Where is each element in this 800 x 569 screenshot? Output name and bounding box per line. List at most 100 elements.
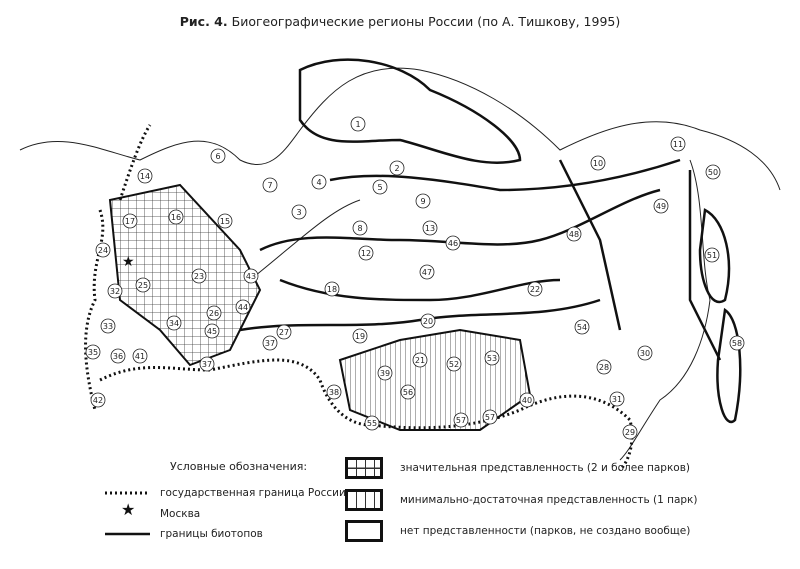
- region-number: 32: [110, 287, 120, 296]
- legend-fill-minimal: минимально-достаточная представленность …: [400, 494, 698, 506]
- region-marker: [262, 335, 278, 351]
- region-marker: [637, 345, 653, 361]
- region-marker: [291, 204, 307, 220]
- region-marker: [527, 281, 543, 297]
- region-number: 7: [267, 181, 272, 190]
- region-number: 4: [316, 178, 321, 187]
- region-number: 41: [135, 352, 145, 361]
- region-marker: [262, 177, 278, 193]
- region-marker: [100, 318, 116, 334]
- region-number: 39: [380, 369, 390, 378]
- region-number: 5: [377, 183, 382, 192]
- region-marker: [415, 193, 431, 209]
- region-number: 52: [449, 360, 459, 369]
- legend-fill-none: нет представленности (парков, не создано…: [400, 525, 691, 537]
- region-marker: [311, 174, 327, 190]
- region-number: 36: [113, 352, 123, 361]
- region-vertical-hatch-south: [338, 328, 532, 431]
- region-marker: [590, 155, 606, 171]
- region-number: 15: [220, 217, 230, 226]
- region-number: 38: [329, 388, 339, 397]
- region-marker: [217, 213, 233, 229]
- region-marker: [235, 299, 251, 315]
- region-number: 56: [403, 388, 413, 397]
- region-marker: [110, 348, 126, 364]
- region-marker: [243, 268, 259, 284]
- region-marker: [95, 242, 111, 258]
- region-number: 17: [125, 217, 135, 226]
- region-number: 58: [732, 339, 742, 348]
- region-number: 18: [327, 285, 337, 294]
- coastline: [19, 67, 781, 281]
- region-number: 44: [238, 303, 248, 312]
- region-number: 19: [355, 332, 365, 341]
- region-marker: [324, 281, 340, 297]
- moscow-star: ★: [122, 254, 135, 270]
- region-marker: [609, 391, 625, 407]
- region-number: 45: [207, 327, 217, 336]
- region-marker: [122, 213, 138, 229]
- region-marker: [420, 313, 436, 329]
- region-number: 3: [296, 208, 301, 217]
- region-number: 40: [522, 396, 532, 405]
- region-marker: [372, 179, 388, 195]
- region-number: 55: [367, 419, 377, 428]
- figure-title: Рис. 4. Биогеографические регионы России…: [0, 14, 800, 29]
- region-marker: [352, 328, 368, 344]
- region-marker: [445, 235, 461, 251]
- region-number: 22: [530, 285, 540, 294]
- region-marker: [132, 348, 148, 364]
- region-number: 47: [422, 268, 432, 277]
- region-marker: [653, 198, 669, 214]
- region-marker: [704, 247, 720, 263]
- region-number: 37: [265, 339, 275, 348]
- region-number: 9: [420, 197, 425, 206]
- region-number: 37: [202, 360, 212, 369]
- region-marker: [705, 164, 721, 180]
- region-marker: [204, 323, 220, 339]
- region-number: 1: [355, 120, 360, 129]
- pacific-coast: [619, 159, 711, 461]
- region-number: 34: [169, 319, 179, 328]
- region-number: 30: [640, 349, 650, 358]
- region-marker: [364, 415, 380, 431]
- region-marker: [484, 350, 500, 366]
- region-number: 33: [103, 322, 113, 331]
- region-number: 28: [599, 363, 609, 372]
- region-number: 42: [93, 396, 103, 405]
- region-marker: [206, 305, 222, 321]
- region-marker: [389, 160, 405, 176]
- region-marker: [137, 168, 153, 184]
- region-marker: [90, 392, 106, 408]
- region-number: 57: [485, 413, 495, 422]
- region-marker: [622, 424, 638, 440]
- region-number: 23: [194, 272, 204, 281]
- region-marker: [210, 148, 226, 164]
- region-grid-hatch-west: [108, 183, 262, 367]
- region-marker: [566, 226, 582, 242]
- region-marker: [358, 245, 374, 261]
- region-marker: [326, 384, 342, 400]
- figure-number: Рис. 4.: [179, 14, 228, 29]
- region-marker: [412, 352, 428, 368]
- region-number: 6: [215, 152, 220, 161]
- vertical-hatch-swatch: [345, 489, 383, 511]
- region-marker: [482, 409, 498, 425]
- region-marker: [422, 220, 438, 236]
- sakhalin-region: [698, 208, 731, 304]
- region-number: 57: [456, 416, 466, 425]
- region-marker: [377, 365, 393, 381]
- region-marker: [276, 324, 292, 340]
- legend-heading: Условные обозначения:: [170, 460, 308, 473]
- region-number: 50: [708, 168, 718, 177]
- region-marker: [670, 136, 686, 152]
- region-number: 24: [98, 246, 108, 255]
- region-number: 12: [361, 249, 371, 258]
- region-marker: [453, 412, 469, 428]
- region-number: 14: [140, 172, 150, 181]
- region-marker: [166, 315, 182, 331]
- region-number: 35: [88, 348, 98, 357]
- region-marker: [135, 277, 151, 293]
- region-number: 31: [612, 395, 622, 404]
- empty-swatch: [345, 520, 383, 542]
